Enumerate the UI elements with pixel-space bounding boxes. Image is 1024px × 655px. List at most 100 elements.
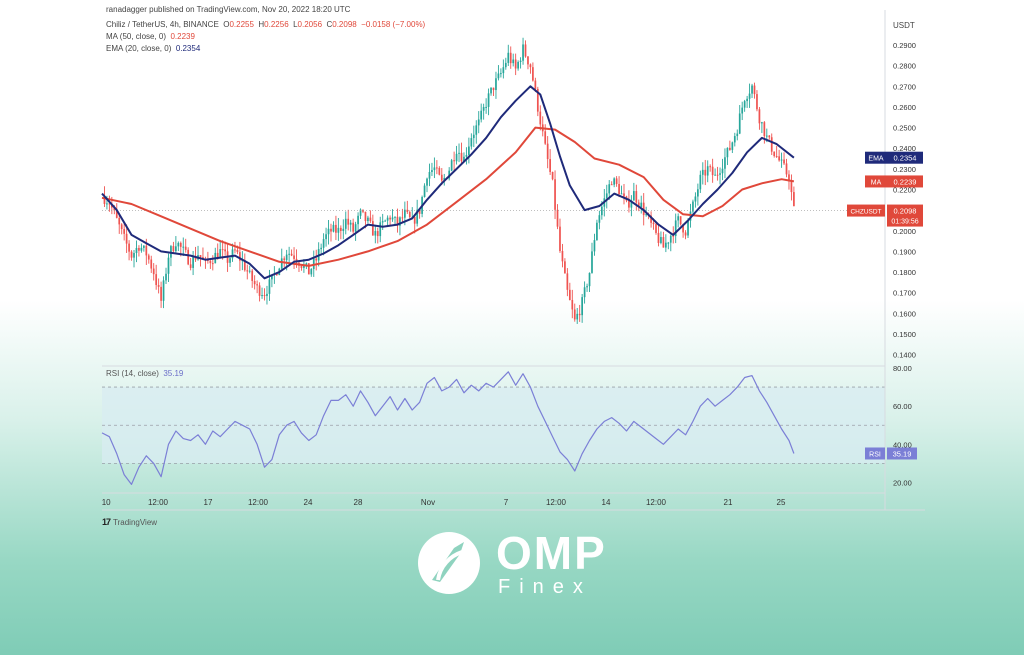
candle: [571, 289, 574, 319]
time-tick-label: 25: [777, 498, 786, 507]
candle-body: [534, 80, 537, 89]
current-countdown: 01:39:56: [891, 219, 918, 226]
rsi-legend: RSI (14, close) 35.19: [106, 369, 183, 378]
candle-body: [514, 59, 517, 69]
candle: [497, 65, 500, 81]
candle-body: [113, 207, 116, 211]
candle-body: [502, 67, 505, 74]
ohlc-c-label: C: [326, 20, 333, 29]
candle-body: [408, 211, 411, 218]
candle-body: [285, 254, 288, 261]
candle: [160, 281, 162, 308]
candle-body: [628, 200, 630, 208]
candle-body: [209, 260, 212, 264]
candle-body: [709, 166, 712, 168]
time-tick-label: 12:00: [646, 498, 667, 507]
candle-body: [726, 147, 729, 158]
candle: [492, 87, 495, 96]
candle: [775, 146, 778, 158]
symbol-name: Chiliz / TetherUS, 4h, BINANCE: [106, 20, 219, 29]
current-value: 0.2098: [894, 207, 917, 216]
indicator-lines: [101, 85, 885, 485]
candle-body: [731, 142, 734, 150]
candle: [561, 243, 564, 268]
candle: [357, 212, 359, 232]
candle-body: [394, 216, 396, 218]
candle: [310, 268, 313, 277]
candle: [554, 170, 556, 220]
candle-body: [300, 265, 303, 268]
candle: [669, 234, 672, 252]
candle: [618, 176, 620, 198]
candle-body: [504, 62, 507, 68]
candle-body: [315, 258, 318, 261]
candle: [423, 183, 426, 198]
candle: [694, 192, 697, 208]
candle-body: [123, 229, 126, 234]
candle: [120, 223, 123, 235]
candle: [369, 210, 372, 223]
candle-body: [367, 217, 369, 222]
candle: [556, 204, 559, 230]
ma-legend-value: 0.2239: [170, 32, 195, 41]
candle-body: [364, 211, 367, 222]
candle: [637, 199, 640, 212]
ema-legend-value: 0.2354: [175, 44, 201, 53]
candle: [175, 236, 177, 254]
omp-logo-icon: [418, 532, 480, 594]
candle-body: [778, 156, 780, 161]
candle: [347, 209, 350, 231]
candle-body: [664, 242, 667, 248]
time-tick-label: 10: [102, 498, 111, 507]
candle: [450, 158, 453, 172]
candle-body: [165, 273, 167, 281]
candle-body: [182, 246, 185, 248]
candle: [379, 216, 382, 243]
candle-body: [669, 235, 672, 243]
candle: [167, 253, 170, 282]
candle: [123, 221, 126, 241]
candle-body: [485, 106, 487, 108]
candle: [332, 221, 335, 233]
candle-body: [724, 157, 726, 169]
candle: [519, 57, 522, 69]
candle-body: [347, 218, 350, 225]
candle-body: [448, 170, 451, 179]
candle: [248, 265, 251, 274]
candle: [729, 140, 731, 151]
candle-body: [495, 78, 497, 91]
candle: [463, 152, 465, 162]
candle: [184, 238, 187, 253]
candle-body: [788, 174, 790, 182]
candle: [280, 248, 283, 271]
candle-body: [428, 172, 431, 179]
candle-body: [773, 151, 776, 157]
symbol-ohlc-legend: Chiliz / TetherUS, 4h, BINANCE O0.2255 H…: [106, 20, 425, 29]
candle-body: [714, 174, 716, 176]
rsi-tag-value: 35.19: [893, 449, 912, 458]
candle: [342, 219, 345, 240]
candle: [485, 98, 487, 114]
candle: [495, 71, 497, 99]
candle-body: [354, 224, 357, 232]
candle-body: [761, 122, 763, 124]
candle-body: [581, 297, 584, 316]
price-tick-label: 0.1500: [893, 330, 916, 339]
candle-body: [549, 159, 551, 172]
candle-body: [684, 232, 687, 236]
candle: [468, 137, 470, 164]
candle: [620, 185, 623, 195]
candle: [588, 272, 591, 293]
candle-body: [586, 286, 588, 288]
candle-body: [256, 284, 258, 286]
chart-axes: [102, 10, 925, 511]
candle: [239, 241, 241, 271]
candle: [549, 149, 551, 175]
candle: [583, 281, 586, 304]
candle-body: [275, 273, 278, 276]
candle-body: [738, 113, 741, 134]
candle-body: [529, 64, 532, 68]
candle-body: [246, 270, 249, 272]
candle-body: [293, 255, 295, 259]
price-tick-label: 0.2200: [893, 186, 916, 195]
